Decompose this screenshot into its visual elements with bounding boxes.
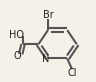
Text: HO: HO xyxy=(9,30,24,40)
Text: Cl: Cl xyxy=(68,68,77,78)
Text: Br: Br xyxy=(43,10,53,20)
Text: O: O xyxy=(13,51,21,61)
Text: N: N xyxy=(42,54,49,64)
